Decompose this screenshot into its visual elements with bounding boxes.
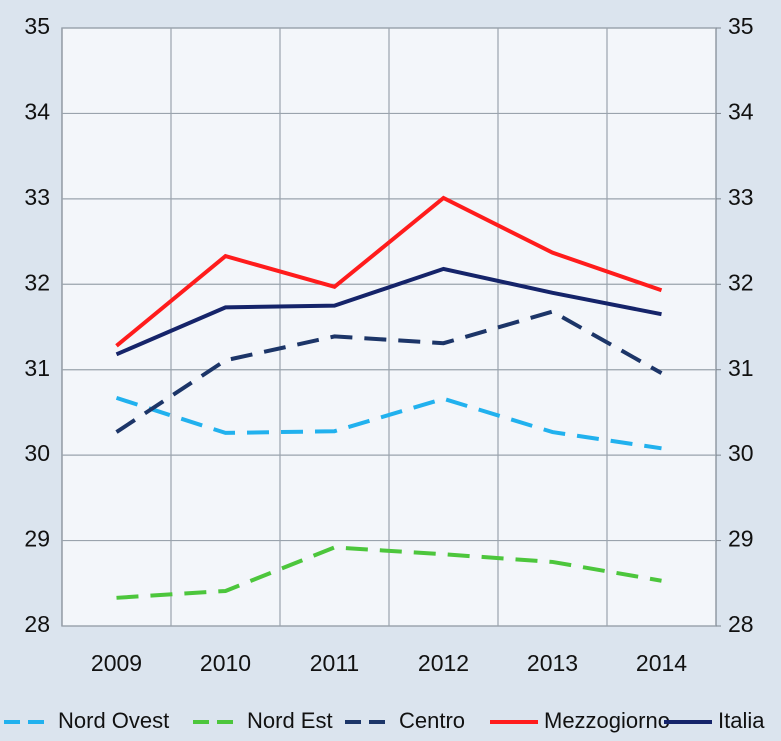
x-tick-label: 2009 — [91, 650, 142, 676]
x-tick-label: 2012 — [418, 650, 469, 676]
series-line — [115, 396, 662, 451]
y-tick-label: 29 — [24, 526, 50, 552]
x-tick-label: 2014 — [636, 650, 687, 676]
legend-label: Centro — [399, 708, 465, 733]
x-tick-label: 2013 — [527, 650, 578, 676]
series-line — [115, 309, 663, 434]
y2-tick-label: 35 — [728, 13, 754, 39]
y2-tick-label: 28 — [728, 611, 754, 637]
legend-label: Mezzogiorno — [544, 708, 670, 733]
y2-tick-label: 30 — [728, 440, 754, 466]
y-tick-label: 33 — [24, 184, 50, 210]
y2-tick-label: 29 — [728, 526, 754, 552]
y-tick-label: 31 — [24, 355, 50, 381]
y-tick-label: 28 — [24, 611, 50, 637]
y-tick-label: 30 — [24, 440, 50, 466]
y-tick-label: 32 — [24, 269, 50, 295]
series-line — [115, 195, 663, 348]
x-tick-label: 2010 — [200, 650, 251, 676]
legend-label: Italia — [718, 708, 765, 733]
y-tick-label: 35 — [24, 13, 50, 39]
series-line — [116, 545, 662, 600]
legend-label: Nord Ovest — [58, 708, 169, 733]
y2-tick-label: 33 — [728, 184, 754, 210]
x-tick-label: 2011 — [310, 650, 359, 676]
legend-label: Nord Est — [247, 708, 333, 733]
y-tick-label: 34 — [24, 99, 50, 125]
y2-tick-label: 34 — [728, 99, 754, 125]
y2-tick-label: 31 — [728, 355, 754, 381]
y2-tick-label: 32 — [728, 269, 754, 295]
series-line — [115, 266, 662, 357]
